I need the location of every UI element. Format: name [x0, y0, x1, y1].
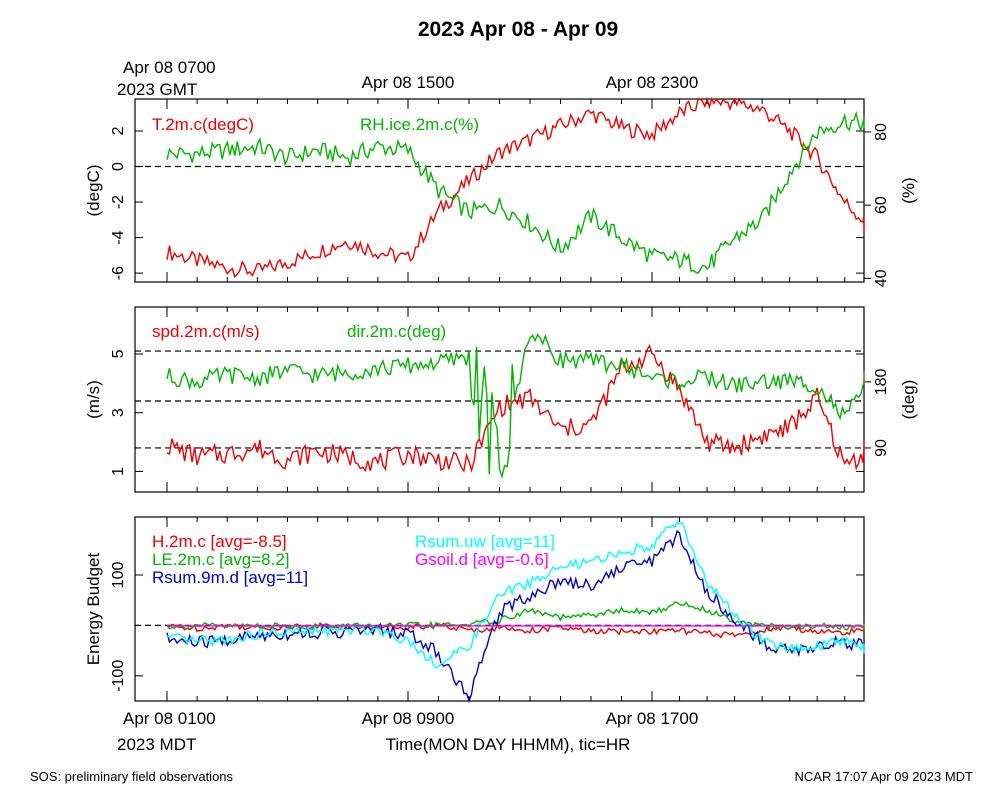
chart-title: 2023 Apr 08 - Apr 09	[418, 18, 618, 41]
legend-temperature: T.2m.c(degC)	[152, 115, 254, 134]
footer-right: NCAR 17:07 Apr 09 2023 MDT	[795, 769, 974, 784]
y-tick-label-left: -2	[110, 195, 127, 209]
y-tick-label-left: 5	[110, 349, 127, 358]
y-tick-label-left: 2	[110, 126, 127, 135]
mdt-start-label: Apr 08 0100	[123, 709, 216, 728]
y-axis-title-right: (%)	[899, 177, 918, 203]
series-line-temp-rh-1	[166, 110, 865, 275]
y-tick-label-right: 80	[873, 123, 890, 141]
gmt-start-label: Apr 08 0700	[123, 58, 216, 77]
legend-rh: RH.ice.2m.c(%)	[360, 115, 479, 134]
series-line-temp-rh-0	[166, 96, 865, 278]
legend-wind-speed: spd.2m.c(m/s)	[152, 322, 260, 341]
y-tick-label-right: 180	[873, 368, 890, 395]
y-axis-title-right: (deg)	[899, 380, 918, 420]
x-axis-label: Time(MON DAY HHMM), tic=HR	[386, 735, 631, 754]
y-axis-title-left: Energy Budget	[84, 552, 103, 665]
legend-soil-heat: Gsoil.d [avg=-0.6]	[415, 550, 549, 569]
footer-left: SOS: preliminary field observations	[30, 769, 234, 784]
y-tick-label-left: 0	[110, 162, 127, 171]
y-tick-label-left: -6	[110, 266, 127, 280]
y-axis-title-left: (degC)	[84, 165, 103, 217]
y-tick-label-left: 1	[110, 467, 127, 476]
y-tick-label-right: 40	[873, 269, 890, 287]
series-line-energy-3	[166, 520, 865, 669]
y-tick-label-left: 100	[110, 562, 127, 589]
gmt-mid-label: Apr 08 1500	[362, 73, 455, 92]
y-tick-label-left: -4	[110, 230, 127, 244]
y-tick-label-right: 60	[873, 196, 890, 214]
mdt-mid-label: Apr 08 0900	[362, 709, 455, 728]
legend-rsum-uw: Rsum.uw [avg=11]	[415, 532, 555, 551]
legend-rsum-9m: Rsum.9m.d [avg=11]	[152, 568, 308, 587]
legend-wind-direction: dir.2m.c(deg)	[347, 322, 446, 341]
mdt-late-label: Apr 08 1700	[606, 709, 699, 728]
series-line-wind-0	[166, 344, 865, 473]
y-tick-label-left: 3	[110, 408, 127, 417]
temperature-rh-panel: T.2m.c(degC) RH.ice.2m.c(%) -6 -4 -2 0 2 40 60…	[84, 96, 918, 287]
y-tick-label-right: 90	[873, 439, 890, 457]
legend-latent-heat: LE.2m.c [avg=8.2]	[152, 550, 290, 569]
y-tick-label-left: -100	[110, 660, 127, 692]
y-axis-title-left: (m/s)	[84, 380, 103, 419]
gmt-late-label: Apr 08 2300	[606, 73, 699, 92]
energy-budget-panel: H.2m.c [avg=-8.5] LE.2m.c [avg=8.2] Rsum…	[84, 516, 865, 704]
series-line-wind-1	[166, 333, 865, 480]
legend-sensible-heat: H.2m.c [avg=-8.5]	[152, 532, 287, 551]
gmt-year-label: 2023 GMT	[117, 80, 197, 99]
mdt-year-label: 2023 MDT	[117, 735, 196, 754]
wind-panel: spd.2m.c(m/s) dir.2m.c(deg) 1 3 5 90 180 (m/s…	[84, 306, 918, 493]
